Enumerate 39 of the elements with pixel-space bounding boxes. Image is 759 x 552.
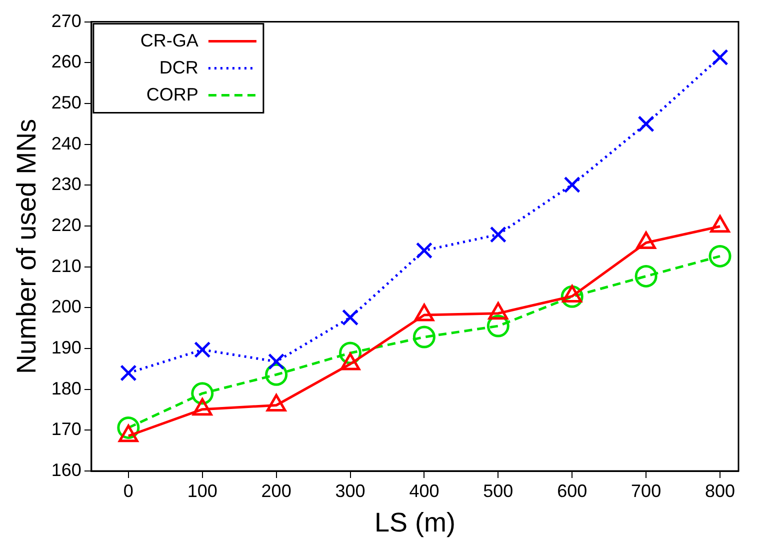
legend-label: DCR	[159, 57, 198, 78]
point	[120, 364, 137, 382]
point	[268, 353, 285, 370]
x-tick-label: 300	[335, 480, 366, 501]
x-tick-label: 500	[483, 480, 514, 501]
point	[191, 382, 214, 405]
x-tick-label: 0	[123, 480, 134, 501]
point	[564, 176, 580, 194]
y-tick-label: 160	[51, 460, 82, 480]
y-tick-label: 200	[51, 296, 82, 317]
point	[194, 341, 211, 358]
point	[342, 309, 359, 326]
x-tick-label: 400	[409, 480, 440, 501]
y-tick-label: 250	[51, 92, 82, 112]
legend-label: CR-GA	[140, 30, 198, 50]
x-tick-label: 700	[631, 480, 662, 501]
y-axis-title: Number of used MNs	[12, 118, 42, 374]
y-tick-label: 170	[51, 419, 82, 440]
point	[638, 116, 654, 132]
point	[416, 242, 433, 259]
y-tick-label: 210	[51, 256, 82, 276]
point	[412, 326, 436, 348]
y-tick-label: 190	[51, 337, 82, 358]
legend-label: CORP	[146, 84, 198, 104]
x-tick-label: 600	[557, 480, 588, 501]
point	[708, 244, 732, 268]
x-axis-title: LS (m)	[374, 507, 456, 538]
y-tick-label: 220	[51, 214, 82, 235]
point	[634, 264, 658, 288]
x-tick-label: 200	[261, 480, 292, 501]
y-tick-label: 260	[51, 52, 82, 72]
point	[490, 226, 506, 243]
y-tick-label: 230	[51, 174, 82, 194]
y-tick-label: 240	[51, 133, 82, 154]
y-tick-label: 270	[51, 10, 82, 31]
y-tick-label: 180	[51, 378, 82, 398]
point	[712, 49, 728, 66]
x-tick-label: 100	[187, 480, 218, 501]
x-tick-label: 800	[704, 480, 736, 501]
